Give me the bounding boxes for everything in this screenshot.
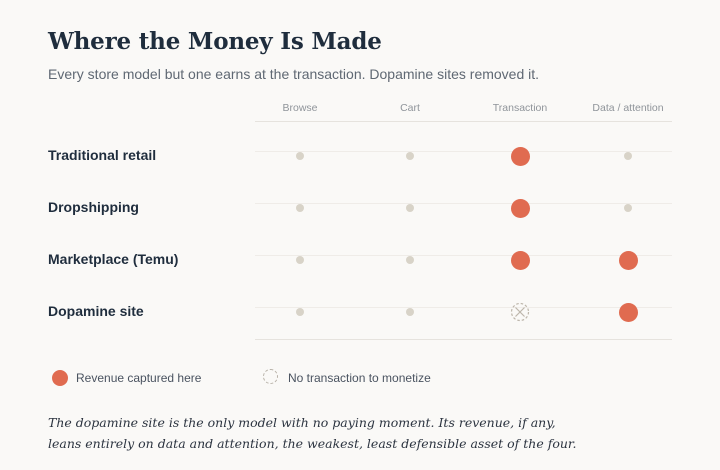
empty-dot [296, 308, 304, 316]
row-gridline [255, 255, 672, 256]
row-gridline [255, 203, 672, 204]
column-header-data-attention: Data / attention [592, 102, 664, 114]
footnote: The dopamine site is the only model with… [48, 412, 608, 454]
footnote-line-1: The dopamine site is the only model with… [48, 415, 556, 430]
footnote-line-2: leans entirely on data and attention, th… [48, 436, 577, 451]
empty-dot [296, 256, 304, 264]
empty-dot [406, 204, 414, 212]
legend-revenue-label: Revenue captured here [76, 371, 202, 385]
empty-dot [406, 256, 414, 264]
empty-dot [406, 152, 414, 160]
revenue-dot [510, 198, 530, 218]
legend-revenue-dot [52, 370, 68, 386]
page-title: Where the Money Is Made [48, 28, 382, 55]
revenue-dot [510, 146, 530, 166]
row-gridline [255, 151, 672, 152]
column-header-transaction: Transaction [492, 102, 548, 114]
header-divider [255, 121, 672, 122]
row-label-dropshipping: Dropshipping [48, 199, 139, 215]
row-label-dopamine-site: Dopamine site [48, 303, 144, 319]
legend-no-transaction-ring [263, 369, 278, 384]
column-header-browse: Browse [282, 102, 318, 114]
empty-dot [624, 204, 632, 212]
empty-dot [296, 204, 304, 212]
revenue-dot [510, 250, 530, 270]
revenue-dot [618, 302, 638, 322]
page-subtitle: Every store model but one earns at the t… [48, 66, 540, 82]
empty-dot [624, 152, 632, 160]
row-label-marketplace: Marketplace (Temu) [48, 251, 179, 267]
empty-dot [406, 308, 414, 316]
revenue-dot [618, 250, 638, 270]
empty-dot [296, 152, 304, 160]
legend-no-transaction-label: No transaction to monetize [288, 371, 431, 385]
row-label-traditional-retail: Traditional retail [48, 147, 157, 163]
no-transaction-icon [510, 302, 530, 322]
footer-divider [255, 339, 672, 340]
row-gridline [255, 307, 672, 308]
column-header-cart: Cart [400, 102, 420, 114]
